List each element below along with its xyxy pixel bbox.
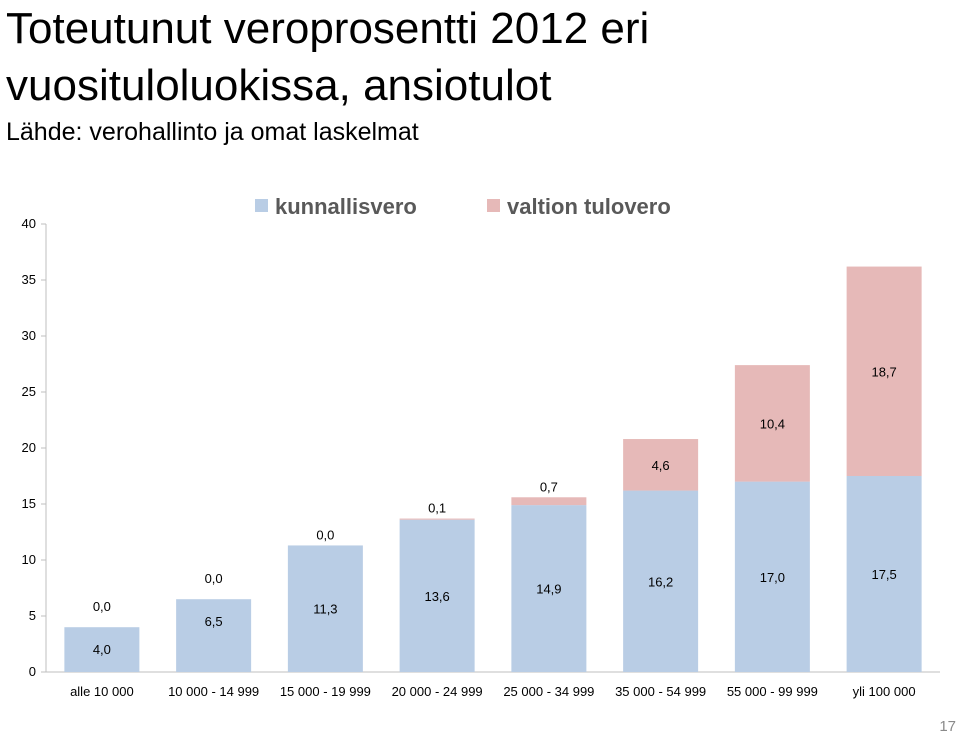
data-label-kunnallisvero: 16,2 — [648, 574, 673, 589]
y-tick-label: 5 — [29, 608, 36, 623]
bar-kunnallisvero — [734, 481, 810, 672]
y-tick-label: 40 — [22, 216, 36, 231]
legend-kunnallisvero-label: kunnallisvero — [275, 194, 417, 219]
y-tick-label: 0 — [29, 664, 36, 679]
x-tick-label: 10 000 - 14 999 — [168, 684, 259, 699]
legend-valtion-tulovero-label: valtion tulovero — [507, 194, 671, 219]
bar-valtion-tulovero — [623, 439, 699, 491]
y-tick-label: 15 — [22, 496, 36, 511]
y-tick-label: 30 — [22, 328, 36, 343]
bar-kunnallisvero — [64, 627, 140, 672]
legend-valtion-tulovero-swatch — [487, 199, 500, 212]
x-tick-label: 15 000 - 19 999 — [280, 684, 371, 699]
bar-valtion-tulovero — [846, 266, 922, 476]
x-tick-label: alle 10 000 — [70, 684, 134, 699]
data-label-kunnallisvero: 6,5 — [205, 614, 223, 629]
x-tick-label: 35 000 - 54 999 — [615, 684, 706, 699]
data-label-valtion-tulovero: 0,1 — [428, 501, 446, 516]
chart-subtitle: Lähde: verohallinto ja omat laskelmat — [6, 118, 419, 146]
chart-legend: kunnallisvero valtion tulovero — [255, 194, 671, 219]
bar-kunnallisvero — [846, 476, 922, 672]
data-labels: alle 10 000 4,0 0,0 10 000 - 14 999 6,5 0,0 15… — [70, 364, 916, 699]
bar-valtion-tulovero — [511, 497, 587, 506]
y-tick-label: 35 — [22, 272, 36, 287]
bar-kunnallisvero — [176, 599, 252, 672]
data-label-valtion-tulovero: 0,7 — [540, 479, 558, 494]
y-tick-label: 10 — [22, 552, 36, 567]
data-label-kunnallisvero: 17,5 — [871, 567, 896, 582]
bar-kunnallisvero — [287, 545, 363, 672]
bar-valtion-tulovero — [399, 518, 475, 520]
bar-kunnallisvero — [511, 505, 587, 672]
data-label-kunnallisvero: 14,9 — [536, 582, 561, 597]
data-label-valtion-tulovero: 18,7 — [871, 364, 896, 379]
data-label-valtion-tulovero: 0,0 — [316, 527, 334, 542]
data-label-valtion-tulovero: 0,0 — [205, 571, 223, 586]
data-label-valtion-tulovero: 10,4 — [760, 416, 785, 431]
y-tick-label: 20 — [22, 440, 36, 455]
data-label-valtion-tulovero: 0,0 — [93, 599, 111, 614]
y-tick-label: 25 — [22, 384, 36, 399]
x-tick-label: 25 000 - 34 999 — [503, 684, 594, 699]
x-tick-label: 20 000 - 24 999 — [392, 684, 483, 699]
data-label-kunnallisvero: 13,6 — [424, 589, 449, 604]
legend-kunnallisvero-swatch — [255, 199, 268, 212]
data-label-kunnallisvero: 11,3 — [313, 602, 337, 617]
x-tick-label: 55 000 - 99 999 — [727, 684, 818, 699]
data-label-kunnallisvero: 4,0 — [93, 642, 111, 657]
chart-bars — [64, 266, 922, 672]
data-label-kunnallisvero: 17,0 — [760, 570, 785, 585]
bar-kunnallisvero — [399, 519, 475, 672]
chart-title: Toteutunut veroprosentti 2012 eri vuosit… — [6, 4, 650, 110]
x-tick-label: yli 100 000 — [853, 684, 916, 699]
bar-kunnallisvero — [623, 490, 699, 672]
data-label-valtion-tulovero: 4,6 — [652, 458, 670, 473]
page-number: 17 — [939, 718, 956, 735]
bar-valtion-tulovero — [734, 365, 810, 482]
